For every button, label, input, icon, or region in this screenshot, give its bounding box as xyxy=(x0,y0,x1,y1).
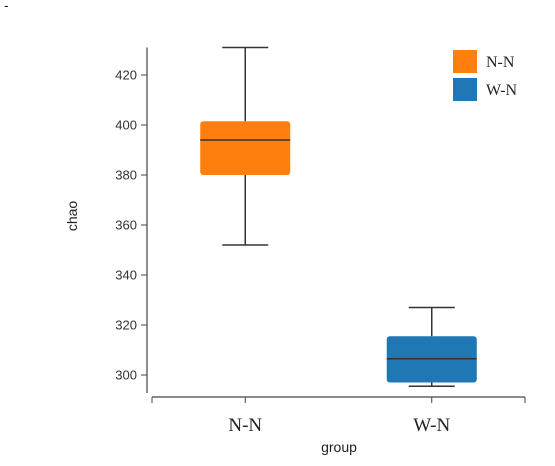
x-tick-label: N-N xyxy=(228,415,262,436)
y-tick-label: 420 xyxy=(115,68,137,83)
corner-mark: - xyxy=(4,0,9,13)
legend-label: W-N xyxy=(486,82,518,99)
legend: N-N W-N xyxy=(453,50,518,101)
legend-swatch xyxy=(453,50,477,73)
y-axis-title: chao xyxy=(64,201,80,232)
y-tick-label: 360 xyxy=(115,218,137,233)
box-w-n xyxy=(386,306,477,387)
legend-swatch xyxy=(453,78,477,101)
y-axis: 300 320 340 360 380 400 420 xyxy=(115,47,148,393)
y-tick-label: 340 xyxy=(115,268,137,283)
y-tick-label: 300 xyxy=(115,368,137,383)
x-axis: N-N W-N xyxy=(151,396,526,436)
y-tick-label: 400 xyxy=(115,118,137,133)
x-tick-label: W-N xyxy=(413,415,450,436)
y-tick-label: 320 xyxy=(115,318,137,333)
iqr-box xyxy=(200,121,291,175)
box-series xyxy=(200,46,477,387)
y-tick-label: 380 xyxy=(115,168,137,183)
legend-label: N-N xyxy=(486,54,515,71)
x-axis-title: group xyxy=(321,439,357,455)
box-n-n xyxy=(200,46,291,246)
